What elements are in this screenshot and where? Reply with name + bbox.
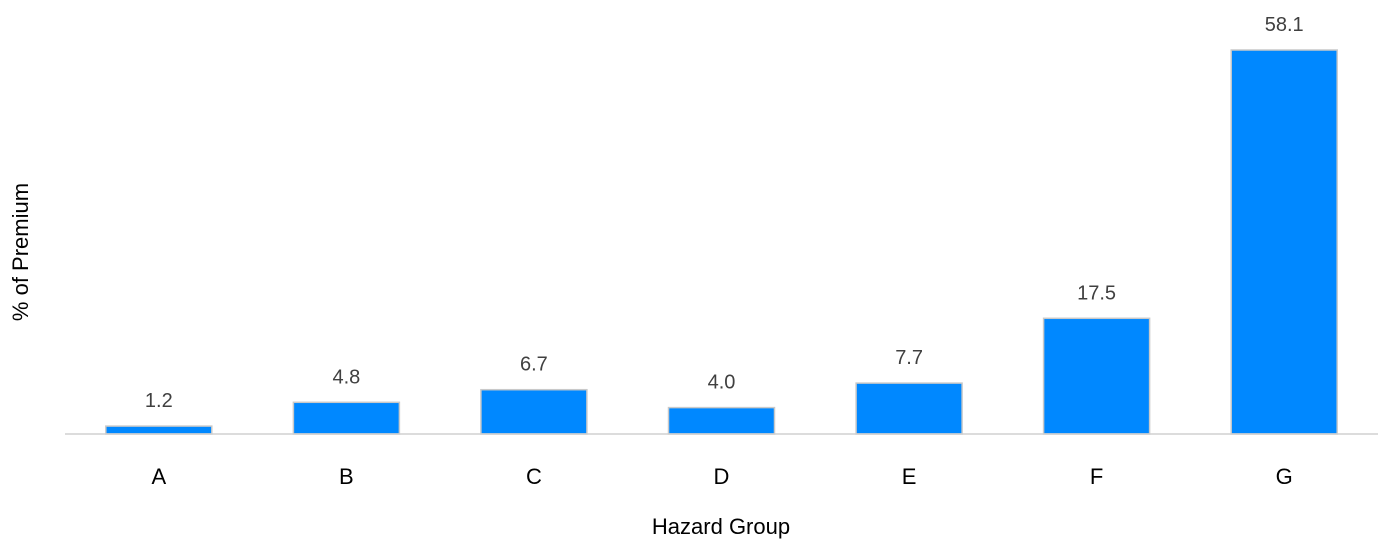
bar-F: [1042, 317, 1151, 435]
data-label-C: 6.7: [520, 354, 548, 376]
data-label-B: 4.8: [332, 366, 360, 388]
bar-A: [105, 425, 213, 435]
y-axis-title: % of Premium: [8, 183, 33, 321]
x-tick-labels: A B C D E F G: [151, 464, 1292, 489]
bar-E: [855, 382, 963, 435]
bar-G: [1230, 49, 1338, 435]
value-labels-layer: 1.2 4.8 6.7 4.0 7.7 17.5 58.1: [145, 14, 1304, 412]
bar-B: [292, 401, 401, 435]
data-label-G: 58.1: [1265, 14, 1304, 36]
bar-D: [667, 406, 776, 435]
x-tick-label-B: B: [339, 464, 354, 489]
x-tick-label-G: G: [1276, 464, 1293, 489]
data-label-F: 17.5: [1077, 282, 1116, 304]
x-tick-label-A: A: [151, 464, 166, 489]
x-axis-title: Hazard Group: [652, 514, 790, 539]
x-tick-label-D: D: [714, 464, 730, 489]
bar-C: [480, 388, 588, 435]
data-label-E: 7.7: [895, 347, 923, 369]
x-tick-label-C: C: [526, 464, 542, 489]
bars-layer: [105, 49, 1338, 435]
x-tick-label-F: F: [1090, 464, 1103, 489]
data-label-A: 1.2: [145, 390, 173, 412]
x-tick-label-E: E: [902, 464, 917, 489]
data-label-D: 4.0: [708, 372, 736, 394]
